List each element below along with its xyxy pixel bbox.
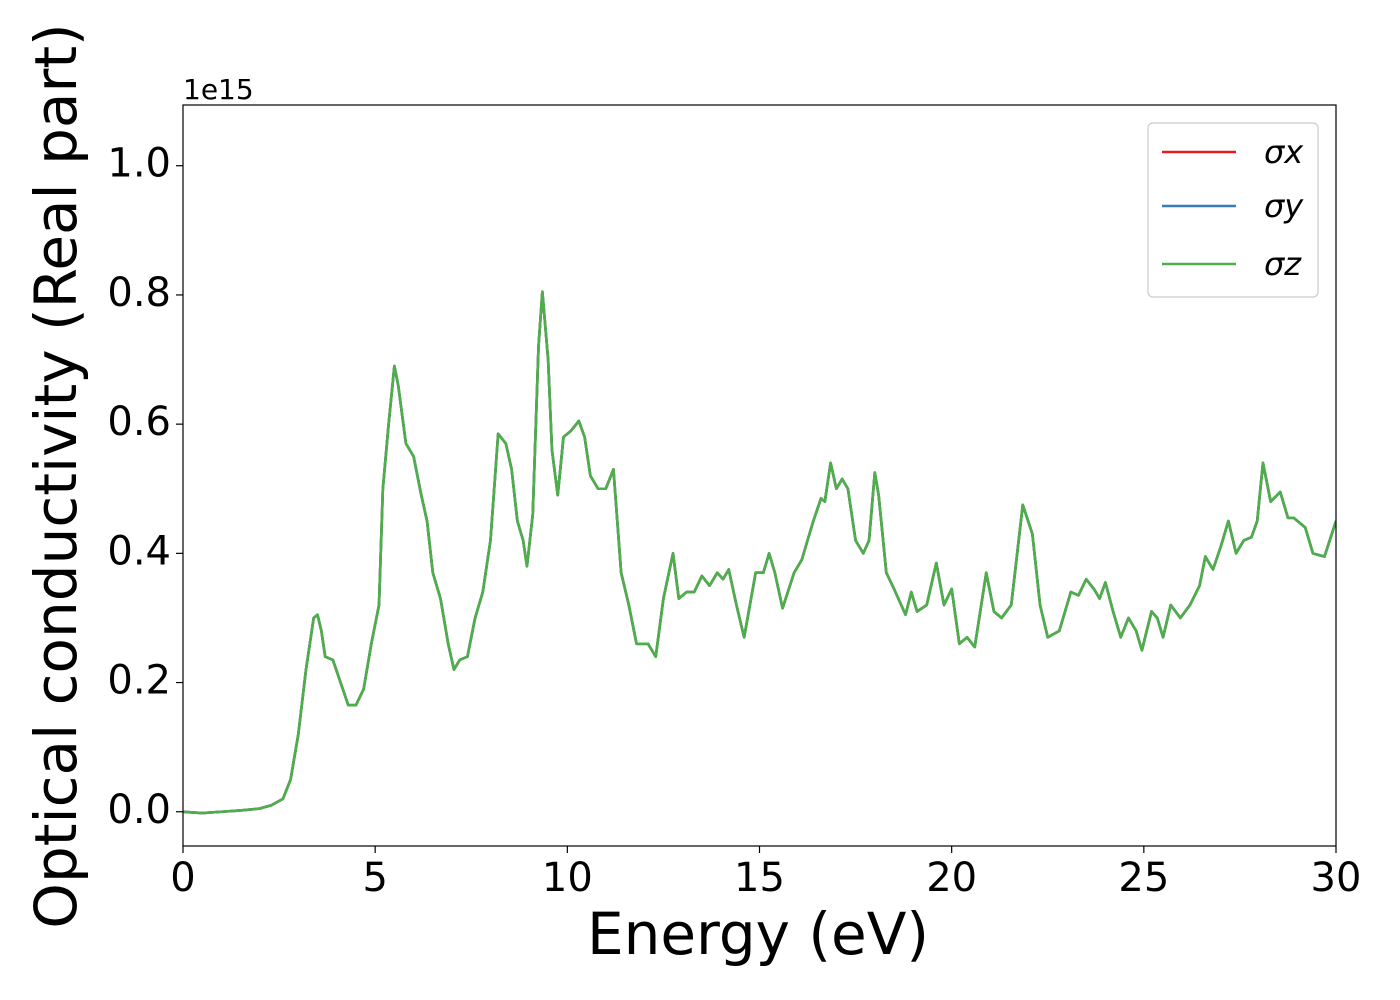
legend-label: σz (1264, 245, 1302, 283)
x-tick-label: 15 (734, 855, 785, 901)
series-line (183, 290, 1336, 815)
x-tick-label: 25 (1118, 855, 1169, 901)
x-axis-label: Energy (eV) (587, 900, 929, 968)
y-tick-label: 0.2 (107, 658, 171, 704)
series-line (183, 290, 1336, 815)
legend: σx σy σz (1147, 122, 1319, 298)
y-tick-label: 0.8 (107, 270, 171, 316)
x-tick-label: 30 (1311, 855, 1362, 901)
series-line (183, 290, 1336, 815)
x-tick-label: 20 (926, 855, 977, 901)
x-tick-label: 10 (542, 855, 593, 901)
legend-box (1147, 122, 1319, 298)
legend-label: σx (1264, 133, 1304, 171)
x-tick-label: 5 (362, 855, 387, 901)
y-tick-label: 0.6 (107, 399, 171, 445)
y-tick-label: 1.0 (107, 141, 171, 187)
y-offset-label: 1e15 (183, 73, 254, 106)
plot-frame (182, 104, 1337, 847)
y-tick-label: 0.0 (107, 787, 171, 833)
y-axis-label: Optical conductivity (Real part) (22, 23, 90, 928)
y-tick-label: 0.4 (107, 528, 171, 574)
legend-label: σy (1264, 187, 1304, 225)
x-tick-label: 0 (170, 855, 195, 901)
